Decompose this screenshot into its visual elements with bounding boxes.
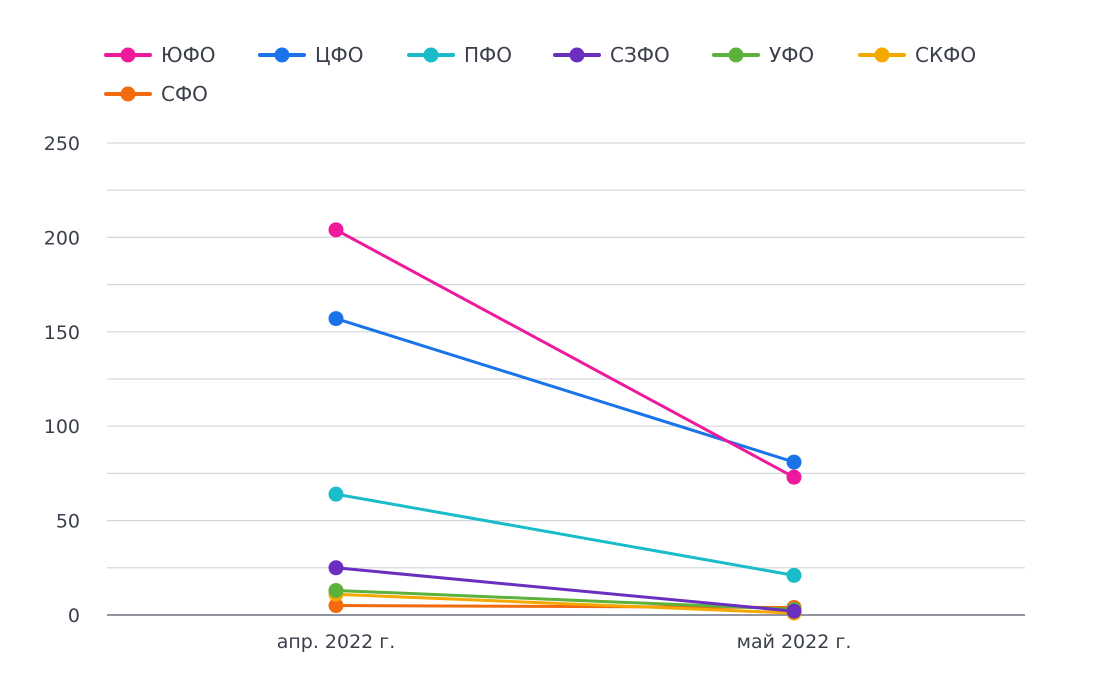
series-path	[334, 228, 796, 479]
y-tick-label: 200	[44, 227, 80, 249]
series-path	[334, 592, 796, 615]
data-point[interactable]	[786, 469, 802, 485]
legend-label: ЦФО	[315, 43, 364, 67]
series-path	[334, 588, 796, 611]
data-point[interactable]	[786, 567, 802, 583]
data-point[interactable]	[328, 560, 344, 576]
data-point[interactable]	[786, 454, 802, 470]
y-tick-label: 100	[44, 416, 80, 438]
legend-label: УФО	[769, 43, 814, 67]
legend-swatch-marker	[874, 47, 890, 63]
legend-label: ПФО	[464, 43, 512, 67]
data-point[interactable]	[328, 582, 344, 598]
legend-swatch-marker	[569, 47, 585, 63]
legend-item[interactable]: УФО	[712, 43, 814, 67]
x-axis: апр. 2022 г. май 2022 г.	[277, 631, 852, 653]
data-point[interactable]	[328, 222, 344, 238]
legend-swatch-marker	[423, 47, 439, 63]
y-tick-label: 250	[44, 133, 80, 155]
legend-swatch-marker	[274, 47, 290, 63]
data-point[interactable]	[328, 486, 344, 502]
series-line	[328, 560, 802, 619]
legend-label: СФО	[161, 82, 208, 106]
y-tick-label: 0	[68, 605, 80, 627]
y-tick-label: 50	[56, 511, 80, 533]
legend-item[interactable]: ЦФО	[258, 43, 364, 67]
legend-label: ЮФО	[161, 43, 216, 67]
legend-item[interactable]: СФО	[104, 82, 208, 106]
legend-item[interactable]: ПФО	[407, 43, 512, 67]
legend-swatch-marker	[120, 86, 136, 102]
grid	[107, 142, 1025, 616]
series-path	[334, 566, 796, 613]
legend-item[interactable]: СЗФО	[553, 43, 670, 67]
series-line	[328, 486, 802, 583]
data-point[interactable]	[786, 603, 802, 619]
legend-label: СЗФО	[610, 43, 670, 67]
legend-item[interactable]: СКФО	[858, 43, 976, 67]
x-tick-label: апр. 2022 г.	[277, 631, 396, 653]
legend-label: СКФО	[915, 43, 976, 67]
series-path	[334, 492, 796, 577]
legend-item[interactable]: ЮФО	[104, 43, 216, 67]
data-point[interactable]	[328, 311, 344, 327]
series-line	[328, 311, 802, 470]
y-axis: 0 50 100 150 200 250	[44, 133, 80, 627]
data-point[interactable]	[328, 598, 344, 614]
series-path	[334, 317, 796, 464]
legend-swatch-marker	[120, 47, 136, 63]
y-tick-label: 150	[44, 322, 80, 344]
series-line	[328, 222, 802, 485]
legend-swatch-marker	[728, 47, 744, 63]
plot-area	[328, 222, 802, 621]
x-tick-label: май 2022 г.	[737, 631, 852, 653]
legend: ЮФО ЦФО ПФО СЗФО УФО СКФО СФО	[104, 43, 976, 106]
